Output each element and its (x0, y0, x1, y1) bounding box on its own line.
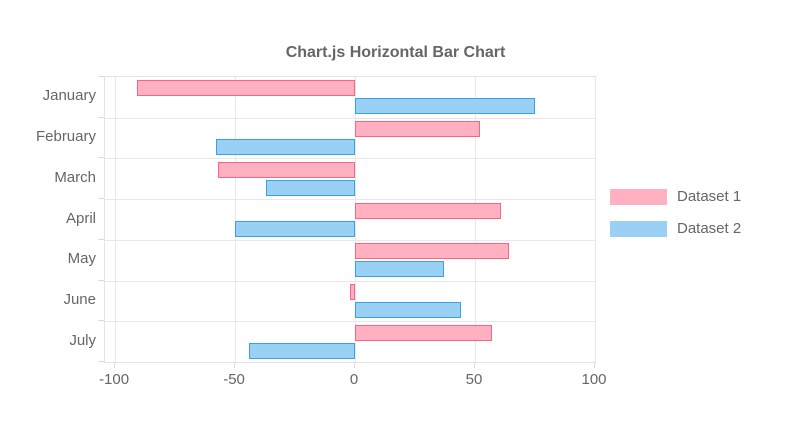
x-gridline (115, 77, 117, 362)
row-gridline (105, 239, 595, 241)
x-tick-label: 0 (349, 371, 359, 388)
y-tick-mark (98, 320, 104, 322)
legend-label: Dataset 2 (677, 220, 742, 237)
row-gridline (105, 280, 595, 282)
y-tick-mark (98, 279, 104, 281)
bar-dataset-2-january[interactable] (355, 98, 535, 115)
y-tick-mark (98, 116, 104, 118)
x-tick-label: -50 (223, 371, 245, 388)
x-tick-mark (114, 362, 116, 368)
bar-dataset-2-february[interactable] (215, 139, 356, 156)
bar-dataset-2-april[interactable] (235, 220, 356, 237)
category-label: January (42, 87, 96, 105)
legend-item-dataset-2[interactable]: Dataset 2 (610, 221, 741, 237)
bar-dataset-1-march[interactable] (218, 161, 356, 178)
x-tick-mark (474, 362, 476, 368)
plot-area (104, 76, 596, 363)
y-tick-mark (98, 157, 104, 159)
bar-dataset-1-april[interactable] (355, 202, 502, 219)
x-tick-mark (354, 362, 356, 368)
bar-dataset-2-may[interactable] (355, 261, 444, 278)
y-tick-mark (98, 361, 104, 362)
x-tick-label: -100 (99, 371, 130, 388)
bar-dataset-2-july[interactable] (249, 342, 356, 359)
category-label: April (65, 209, 96, 227)
row-gridline (105, 158, 595, 160)
legend-swatch-dataset-1 (610, 189, 667, 205)
row-gridline (105, 199, 595, 201)
x-tick-label: 100 (581, 371, 607, 388)
legend: Dataset 1 Dataset 2 (610, 189, 741, 253)
row-gridline (105, 321, 595, 323)
bar-dataset-1-january[interactable] (136, 80, 356, 97)
x-gridline (235, 77, 237, 362)
y-tick-mark (98, 76, 104, 77)
x-gridline (595, 77, 596, 362)
y-tick-mark (98, 198, 104, 200)
x-tick-mark (594, 362, 595, 368)
category-label: July (69, 331, 96, 349)
row-gridline (105, 117, 595, 119)
bar-dataset-2-june[interactable] (355, 301, 461, 318)
category-label: June (63, 290, 96, 308)
x-gridline (475, 77, 477, 362)
bar-dataset-1-june[interactable] (350, 283, 356, 300)
legend-label: Dataset 1 (677, 188, 742, 205)
bar-dataset-1-may[interactable] (355, 243, 509, 260)
x-tick-label: 50 (465, 371, 483, 388)
legend-swatch-dataset-2 (610, 221, 667, 237)
x-gridline (355, 77, 357, 362)
bar-dataset-1-february[interactable] (355, 121, 480, 138)
category-label: February (35, 128, 96, 146)
category-label: March (54, 168, 96, 186)
legend-item-dataset-1[interactable]: Dataset 1 (610, 189, 741, 205)
bar-dataset-1-july[interactable] (355, 324, 492, 341)
chart-title: Chart.js Horizontal Bar Chart (285, 44, 506, 61)
y-tick-mark (98, 238, 104, 240)
x-tick-mark (234, 362, 236, 368)
bar-dataset-2-march[interactable] (266, 179, 356, 196)
category-label: May (67, 250, 96, 268)
